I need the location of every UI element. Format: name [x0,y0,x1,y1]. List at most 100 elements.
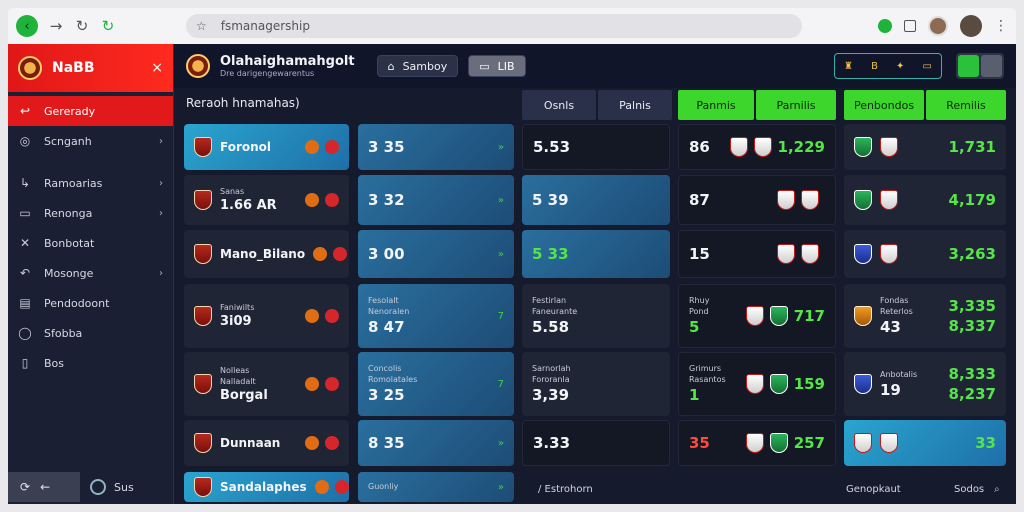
sidebar-item-0[interactable]: ↩ Gererady [8,96,173,126]
points-card[interactable]: 3.33 [522,420,670,466]
odds-card[interactable]: 3 32 » [358,175,514,225]
sidebar-item-4[interactable]: ✕ Bonbotat [8,228,173,258]
toggle-on [958,55,979,77]
odds-value: 3 00 [368,245,405,263]
points-card[interactable]: 5 39 [522,175,670,225]
forward-icon[interactable]: → [49,17,63,35]
browser-menu-icon[interactable]: ⋮ [994,18,1008,34]
points-value: 5 33 [532,245,569,263]
address-bar[interactable]: ☆ fsmanagership [186,14,802,38]
team-crest-icon [801,190,819,210]
odds-meta: Fesolalt [368,296,399,305]
mode-toggle[interactable] [956,53,1004,79]
points-meta: Festirlan [532,296,567,305]
footer-right-text[interactable]: Sodos [954,483,985,495]
points-card[interactable]: Festirlan Faneurante 5.58 [522,284,670,348]
team-card[interactable]: Nolleas Nalladalt Borgal [184,352,349,416]
reload-icon[interactable]: ↻ [75,17,89,35]
team-card[interactable]: Dunnaan [184,420,349,466]
match-card[interactable]: Grimurs Rasantos 1 159 [678,352,836,416]
match-card[interactable]: 87 [678,175,836,225]
close-icon[interactable]: × [151,60,163,76]
sidebar-item-1[interactable]: ◎ Scnganh › [8,126,173,156]
sidebar-item-7[interactable]: ◯ Sfobba [8,318,173,348]
remilis-card[interactable]: 4,179 [844,175,1006,225]
tab-panmis[interactable]: Panmis [678,90,754,120]
team-card[interactable]: Sandalaphes [184,472,349,502]
tabs-group-3: Penbondos Remilis [844,90,1006,120]
remilis-card[interactable]: Anbotalis 19 8,333 8,237 [844,352,1006,416]
lib-button[interactable]: ▭ LIB [468,55,526,77]
match-left: 87 [689,191,710,209]
tab-points[interactable]: Palnis [598,90,672,120]
home-button[interactable]: ⌂ Samboy [376,55,459,77]
sidebar-item-8[interactable]: ▯ Bos [8,348,173,378]
match-card[interactable]: 15 [678,230,836,278]
search-icon[interactable]: ⌕ [994,483,1000,495]
star-icon[interactable]: ☆ [196,19,207,33]
odds-card[interactable]: 3 35 » [358,124,514,170]
sidebar-item-6[interactable]: ▤ Pendodoont [8,288,173,318]
app-window: NаBB × ↩ Gererady ◎ Scnganh › ↳ Ramoarias › ▭ Ren… [8,44,1016,504]
remilis-card[interactable]: 3,263 [844,230,1006,278]
team-name: Borgal [220,387,268,403]
remilis-card[interactable]: 33 [844,420,1006,466]
sidebar-footer-button[interactable]: ⟳ ← [8,472,80,502]
team-card[interactable]: Sanas 1.66 AR [184,175,349,225]
sidebar-item-5[interactable]: ↶ Mosonge › [8,258,173,288]
profile-avatar[interactable] [928,16,948,36]
points-card[interactable]: 5.53 [522,124,670,170]
team-crest-icon [854,190,872,210]
extension-icon[interactable] [878,19,892,33]
logo-icon [18,56,42,80]
tab-odds[interactable]: Osnls [522,90,596,120]
team-card[interactable]: Faniwilts 3i09 [184,284,349,348]
points-card[interactable]: Sarnorlah Fororanla 3,39 [522,352,670,416]
account-avatar[interactable] [960,15,982,37]
odds-card[interactable]: Concolis Romolatales 3 25 7 [358,352,514,416]
odds-card[interactable]: Guonliy » [358,472,514,502]
trend-icon: » [497,141,504,153]
badge-icon [325,377,339,391]
remilis-card[interactable]: 1,731 [844,124,1006,170]
tab-parnilis[interactable]: Parnilis [756,90,836,120]
team-card[interactable]: Mano_Bilano [184,230,349,278]
match-card[interactable]: 86 1,229 [678,124,836,170]
sidebar-item-icon: ↶ [19,266,31,280]
match-left: 1 [689,386,700,404]
window-icon[interactable] [904,20,916,32]
team-crest-icon [729,137,748,157]
odds-card[interactable]: 8 35 » [358,420,514,466]
points-card[interactable]: 5 33 [522,230,670,278]
sidebar-item-2[interactable]: ↳ Ramoarias › [8,168,173,198]
status-panel[interactable]: ♜ B ✦ ▭ [834,53,942,79]
match-right: 1,229 [777,138,825,156]
team-name: Dunnaan [220,436,281,450]
chevron-right-icon: › [159,135,163,147]
sync-icon[interactable]: ↻ [101,17,115,35]
remilis-value: 1,731 [948,138,996,156]
team-crest-icon [753,137,772,157]
odds-card[interactable]: 3 00 » [358,230,514,278]
badge-icon [325,309,339,323]
match-card[interactable]: 35 257 [678,420,836,466]
points-sub: Fororanla [532,375,570,384]
tab-remilis[interactable]: Remilis [926,90,1006,120]
team-crest-icon [769,306,788,326]
remilis-mid: 19 [880,380,901,399]
odds-card[interactable]: Fesolalt Nenoralen 8 47 7 [358,284,514,348]
tab-penbondos[interactable]: Penbondos [844,90,924,120]
match-card[interactable]: Rhuy Pond 5 717 [678,284,836,348]
sidebar-footer-link[interactable]: Sus [90,479,134,495]
badge-icon [305,377,319,391]
team-crest-icon [880,433,898,453]
team-crest-icon [745,374,764,394]
brand-header: NаBB × [8,44,173,92]
back-icon[interactable]: ‹ [16,15,38,37]
match-sub: Pond [689,307,709,316]
remilis-card[interactable]: Fondas Reterlos 43 3,335 8,337 [844,284,1006,348]
team-meta: Nolleas [220,365,250,375]
team-card[interactable]: Foronol [184,124,349,170]
team-name: Foronol [220,140,272,154]
sidebar-item-3[interactable]: ▭ Renonga › [8,198,173,228]
